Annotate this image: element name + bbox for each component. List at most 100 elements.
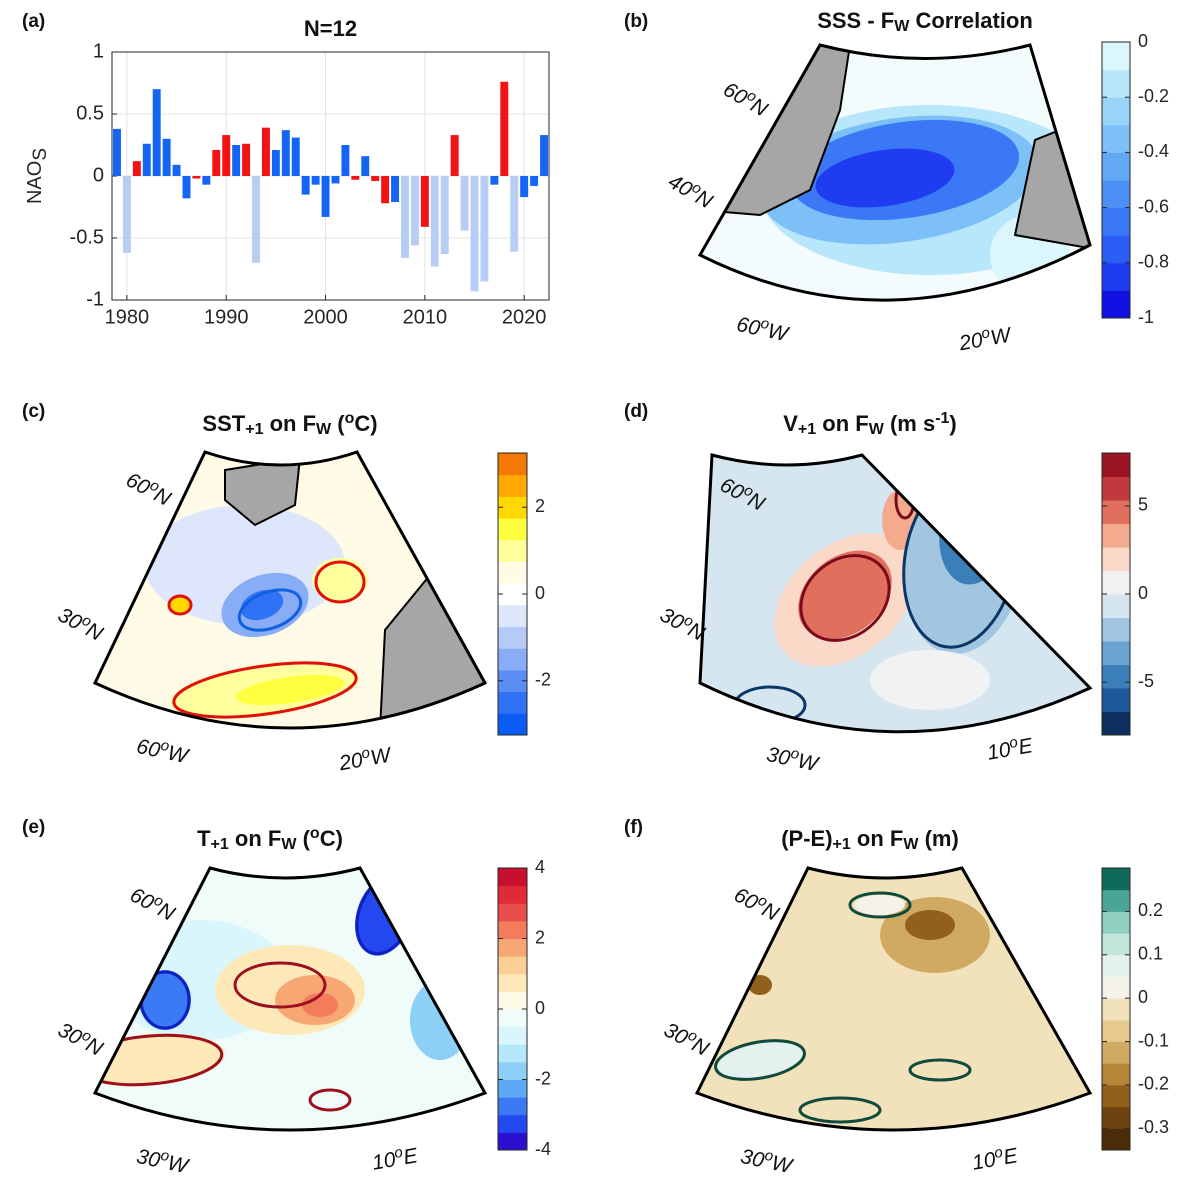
colorbar-tick-label: -1 <box>1138 307 1154 327</box>
x-tick-label: 1980 <box>105 306 150 328</box>
chart-title-part: on F <box>263 411 316 436</box>
contour <box>95 1033 224 1087</box>
colorbar-band <box>498 626 527 649</box>
bar <box>182 176 191 199</box>
contour <box>314 560 366 604</box>
map-frame <box>92 866 488 1132</box>
colorbar-band <box>1102 1106 1130 1129</box>
colorbar-band <box>1102 1041 1130 1064</box>
colorbar-band <box>1102 998 1130 1021</box>
bar <box>202 176 211 185</box>
colorbar-tick-label: 5 <box>1138 495 1148 515</box>
chart-title: V+1 on FW (m s-1) <box>783 410 957 438</box>
axes-box <box>111 51 550 301</box>
field-patch <box>240 589 284 621</box>
colorbar-tick-label: -2 <box>535 1068 551 1088</box>
lon-label: 20oW <box>956 321 1014 355</box>
y-axis-label-part: NAO <box>24 161 46 204</box>
lon-label-part: 10 <box>985 738 1012 765</box>
lon-label: 60oW <box>735 310 793 346</box>
lat-label: 30oN <box>660 1016 714 1061</box>
bar <box>222 135 231 176</box>
contour <box>848 891 912 919</box>
lon-label-part: o <box>360 744 371 762</box>
field-patch <box>139 970 191 1030</box>
bar <box>331 176 340 184</box>
colorbar-band <box>498 885 527 904</box>
bar <box>420 176 429 227</box>
bar <box>281 130 290 176</box>
bar <box>401 176 409 258</box>
y-tick-label: 1 <box>93 40 104 62</box>
bar <box>480 176 489 282</box>
lat-label-part: 30 <box>54 603 86 634</box>
contour <box>172 661 358 719</box>
lon-label-part: 30 <box>765 742 793 769</box>
lat-label-part: 30 <box>660 1018 692 1049</box>
lon-label-part: W <box>166 741 192 768</box>
colorbar-band <box>498 583 527 606</box>
bar <box>410 176 419 246</box>
field-patch <box>302 993 338 1017</box>
bar <box>530 176 539 186</box>
lat-label: 60oN <box>730 881 784 926</box>
lon-label-part: 30 <box>739 1144 767 1171</box>
y-tick-label: 0 <box>93 164 104 186</box>
chart-title-part: V <box>783 411 798 436</box>
field-patch <box>815 148 955 208</box>
bar <box>500 81 509 176</box>
colorbar-tick-label: -0.4 <box>1138 141 1169 161</box>
colorbar-band <box>1102 500 1130 524</box>
bar <box>520 176 529 198</box>
field-patch <box>870 650 990 710</box>
y-tick-label: -1 <box>86 288 104 310</box>
colorbar-tick-label: 0 <box>1138 31 1148 51</box>
lon-label: 60oW <box>135 732 193 768</box>
lon-label-part: o <box>993 1144 1004 1162</box>
bar <box>172 164 181 176</box>
lon-label-part: o <box>759 315 771 333</box>
contour <box>237 588 303 632</box>
colorbar-band <box>1102 523 1130 548</box>
colorbar-band <box>1102 1128 1130 1151</box>
contour <box>799 554 891 642</box>
map-frame <box>92 450 488 730</box>
colorbar-band <box>498 496 527 519</box>
field-patch <box>168 595 192 615</box>
colorbar-band <box>498 1061 527 1080</box>
lon-label-part: 60 <box>735 312 763 339</box>
chart-title-part: (m s <box>884 411 935 436</box>
colorbar-band <box>1102 124 1130 153</box>
colorbar-band <box>1102 711 1130 736</box>
lon-label-part: W <box>989 323 1015 349</box>
map-frame <box>697 43 1092 302</box>
bar <box>351 176 360 180</box>
bar <box>391 176 400 203</box>
field-patch <box>855 895 905 915</box>
colorbar-band <box>498 1044 527 1063</box>
chart-title-part: (m) <box>918 826 958 851</box>
lat-label-part: 30 <box>656 603 688 634</box>
colorbar-tick-label: 2 <box>535 927 545 947</box>
colorbar-band <box>1102 235 1130 264</box>
chart-title-part: SSS - F <box>817 8 894 33</box>
y-tick-label: -0.5 <box>70 226 104 248</box>
colorbar-band <box>498 453 527 476</box>
lat-label-part: 60 <box>719 77 751 109</box>
chart-title-part: +1 <box>245 421 263 438</box>
chart-title-part: +1 <box>833 836 851 853</box>
chart-title-part: W <box>894 18 910 35</box>
panel-label: (c) <box>22 401 45 422</box>
bar <box>430 176 439 267</box>
colorbar-band <box>1102 911 1130 934</box>
bar <box>470 176 479 292</box>
map-frame <box>694 866 1093 1132</box>
contour <box>798 1096 882 1124</box>
chart-title-part: W <box>903 836 919 853</box>
bar <box>252 176 260 263</box>
colorbar-band <box>1102 617 1130 642</box>
bar <box>261 127 270 176</box>
field-patch <box>905 910 955 940</box>
colorbar-band <box>1102 476 1130 501</box>
chart-title-part: C) <box>354 411 377 436</box>
